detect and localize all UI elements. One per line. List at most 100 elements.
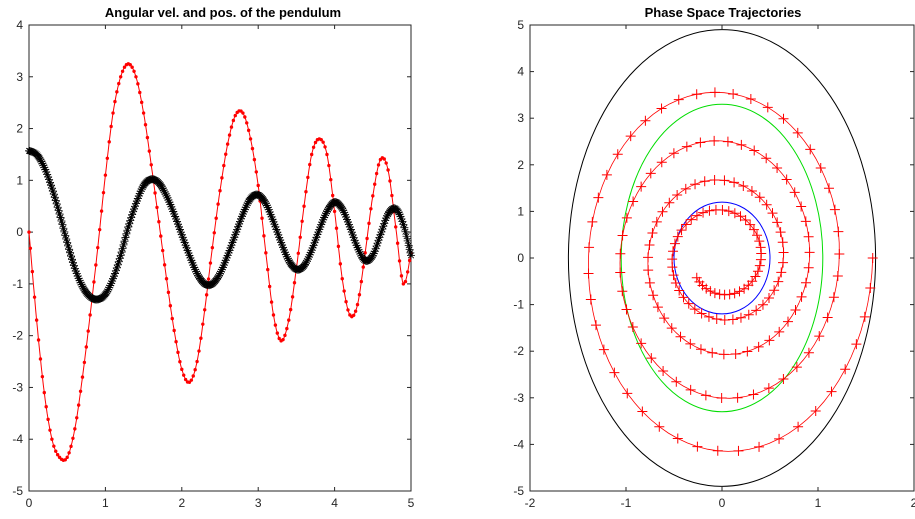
asterisk-marker — [60, 227, 69, 236]
asterisk-marker — [377, 228, 386, 237]
asterisk-marker — [280, 248, 289, 257]
y-tick-label: -1 — [513, 298, 524, 312]
plus-marker — [729, 288, 740, 299]
asterisk-marker — [346, 225, 355, 234]
data-point — [262, 234, 266, 238]
plus-marker — [749, 145, 760, 156]
plus-marker — [704, 205, 715, 216]
plus-marker — [746, 185, 757, 196]
asterisk-marker — [343, 217, 352, 226]
data-point — [191, 374, 195, 378]
asterisk-marker — [217, 265, 226, 274]
asterisk-marker — [319, 215, 328, 224]
asterisk-marker — [132, 197, 141, 206]
plus-marker — [672, 231, 683, 242]
plus-marker — [851, 339, 862, 350]
asterisk-marker — [187, 256, 196, 265]
plus-marker — [670, 277, 681, 288]
plus-marker — [615, 267, 626, 278]
asterisk-marker — [67, 255, 76, 264]
asterisk-marker — [167, 202, 176, 211]
data-point — [132, 69, 136, 73]
plus-marker — [803, 231, 814, 242]
asterisk-marker — [65, 245, 74, 254]
asterisk-marker — [178, 233, 187, 242]
asterisk-marker — [70, 264, 79, 273]
asterisk-marker — [235, 220, 244, 229]
asterisk-marker — [104, 285, 113, 294]
asterisk-marker — [121, 233, 130, 242]
plus-marker — [769, 285, 780, 296]
data-point — [118, 75, 123, 79]
plus-marker — [669, 238, 680, 249]
data-point — [109, 124, 113, 129]
data-point — [88, 313, 92, 317]
asterisk-marker — [127, 213, 136, 222]
data-point — [34, 318, 39, 322]
asterisk-marker — [271, 222, 280, 231]
plus-marker — [778, 257, 789, 268]
asterisk-marker — [114, 257, 123, 266]
asterisk-marker — [49, 190, 58, 199]
data-point — [288, 307, 293, 312]
data-point — [273, 323, 278, 327]
data-point — [352, 313, 356, 317]
plus-marker — [714, 289, 725, 300]
data-point — [130, 65, 134, 69]
asterisk-marker — [224, 248, 233, 257]
data-point — [94, 263, 98, 267]
data-point — [302, 204, 306, 208]
y-tick-label: -5 — [513, 484, 524, 498]
asterisk-marker — [56, 213, 65, 222]
plus-marker — [754, 441, 765, 452]
data-point — [365, 236, 369, 241]
asterisk-marker — [133, 194, 142, 203]
asterisk-marker — [263, 203, 272, 212]
asterisk-marker — [131, 202, 140, 211]
asterisk-marker — [58, 220, 67, 229]
plus-marker — [680, 183, 691, 194]
asterisk-marker — [194, 271, 203, 280]
plus-marker — [698, 207, 709, 218]
asterisk-marker — [169, 207, 178, 216]
asterisk-marker — [320, 213, 329, 222]
plus-marker — [772, 217, 783, 228]
plus-marker — [672, 433, 683, 444]
plus-marker — [739, 283, 750, 294]
data-point — [27, 230, 31, 234]
asterisk-marker — [317, 220, 326, 229]
plus-marker — [643, 252, 654, 263]
asterisk-marker — [174, 222, 183, 231]
asterisk-marker — [157, 182, 166, 191]
data-point — [180, 367, 184, 372]
asterisk-marker — [307, 246, 316, 255]
plus-marker — [646, 353, 657, 364]
asterisk-marker — [103, 287, 112, 296]
data-point — [405, 270, 410, 274]
data-point — [117, 81, 121, 86]
asterisk-marker — [232, 228, 241, 237]
asterisk-marker — [222, 253, 231, 262]
data-point — [401, 282, 406, 286]
plus-marker — [636, 181, 647, 192]
asterisk-marker — [172, 214, 181, 223]
plus-marker — [833, 226, 844, 237]
asterisk-marker — [39, 161, 48, 170]
plus-marker — [587, 216, 598, 227]
data-point — [382, 157, 386, 161]
y-tick-label: -4 — [12, 432, 23, 446]
plus-marker — [712, 445, 723, 456]
asterisk-marker — [38, 159, 47, 168]
asterisk-marker — [380, 219, 389, 228]
data-point — [321, 140, 325, 144]
asterisk-marker — [179, 235, 188, 244]
asterisk-marker — [312, 233, 321, 242]
plus-marker — [691, 210, 702, 221]
plus-marker — [700, 390, 711, 401]
asterisk-marker — [306, 248, 315, 257]
plus-marker — [800, 216, 811, 227]
plus-marker — [716, 393, 727, 404]
asterisk-marker — [52, 199, 61, 208]
angular-plot: Angular vel. and pos. of the pendulum 0 1… — [12, 5, 415, 510]
